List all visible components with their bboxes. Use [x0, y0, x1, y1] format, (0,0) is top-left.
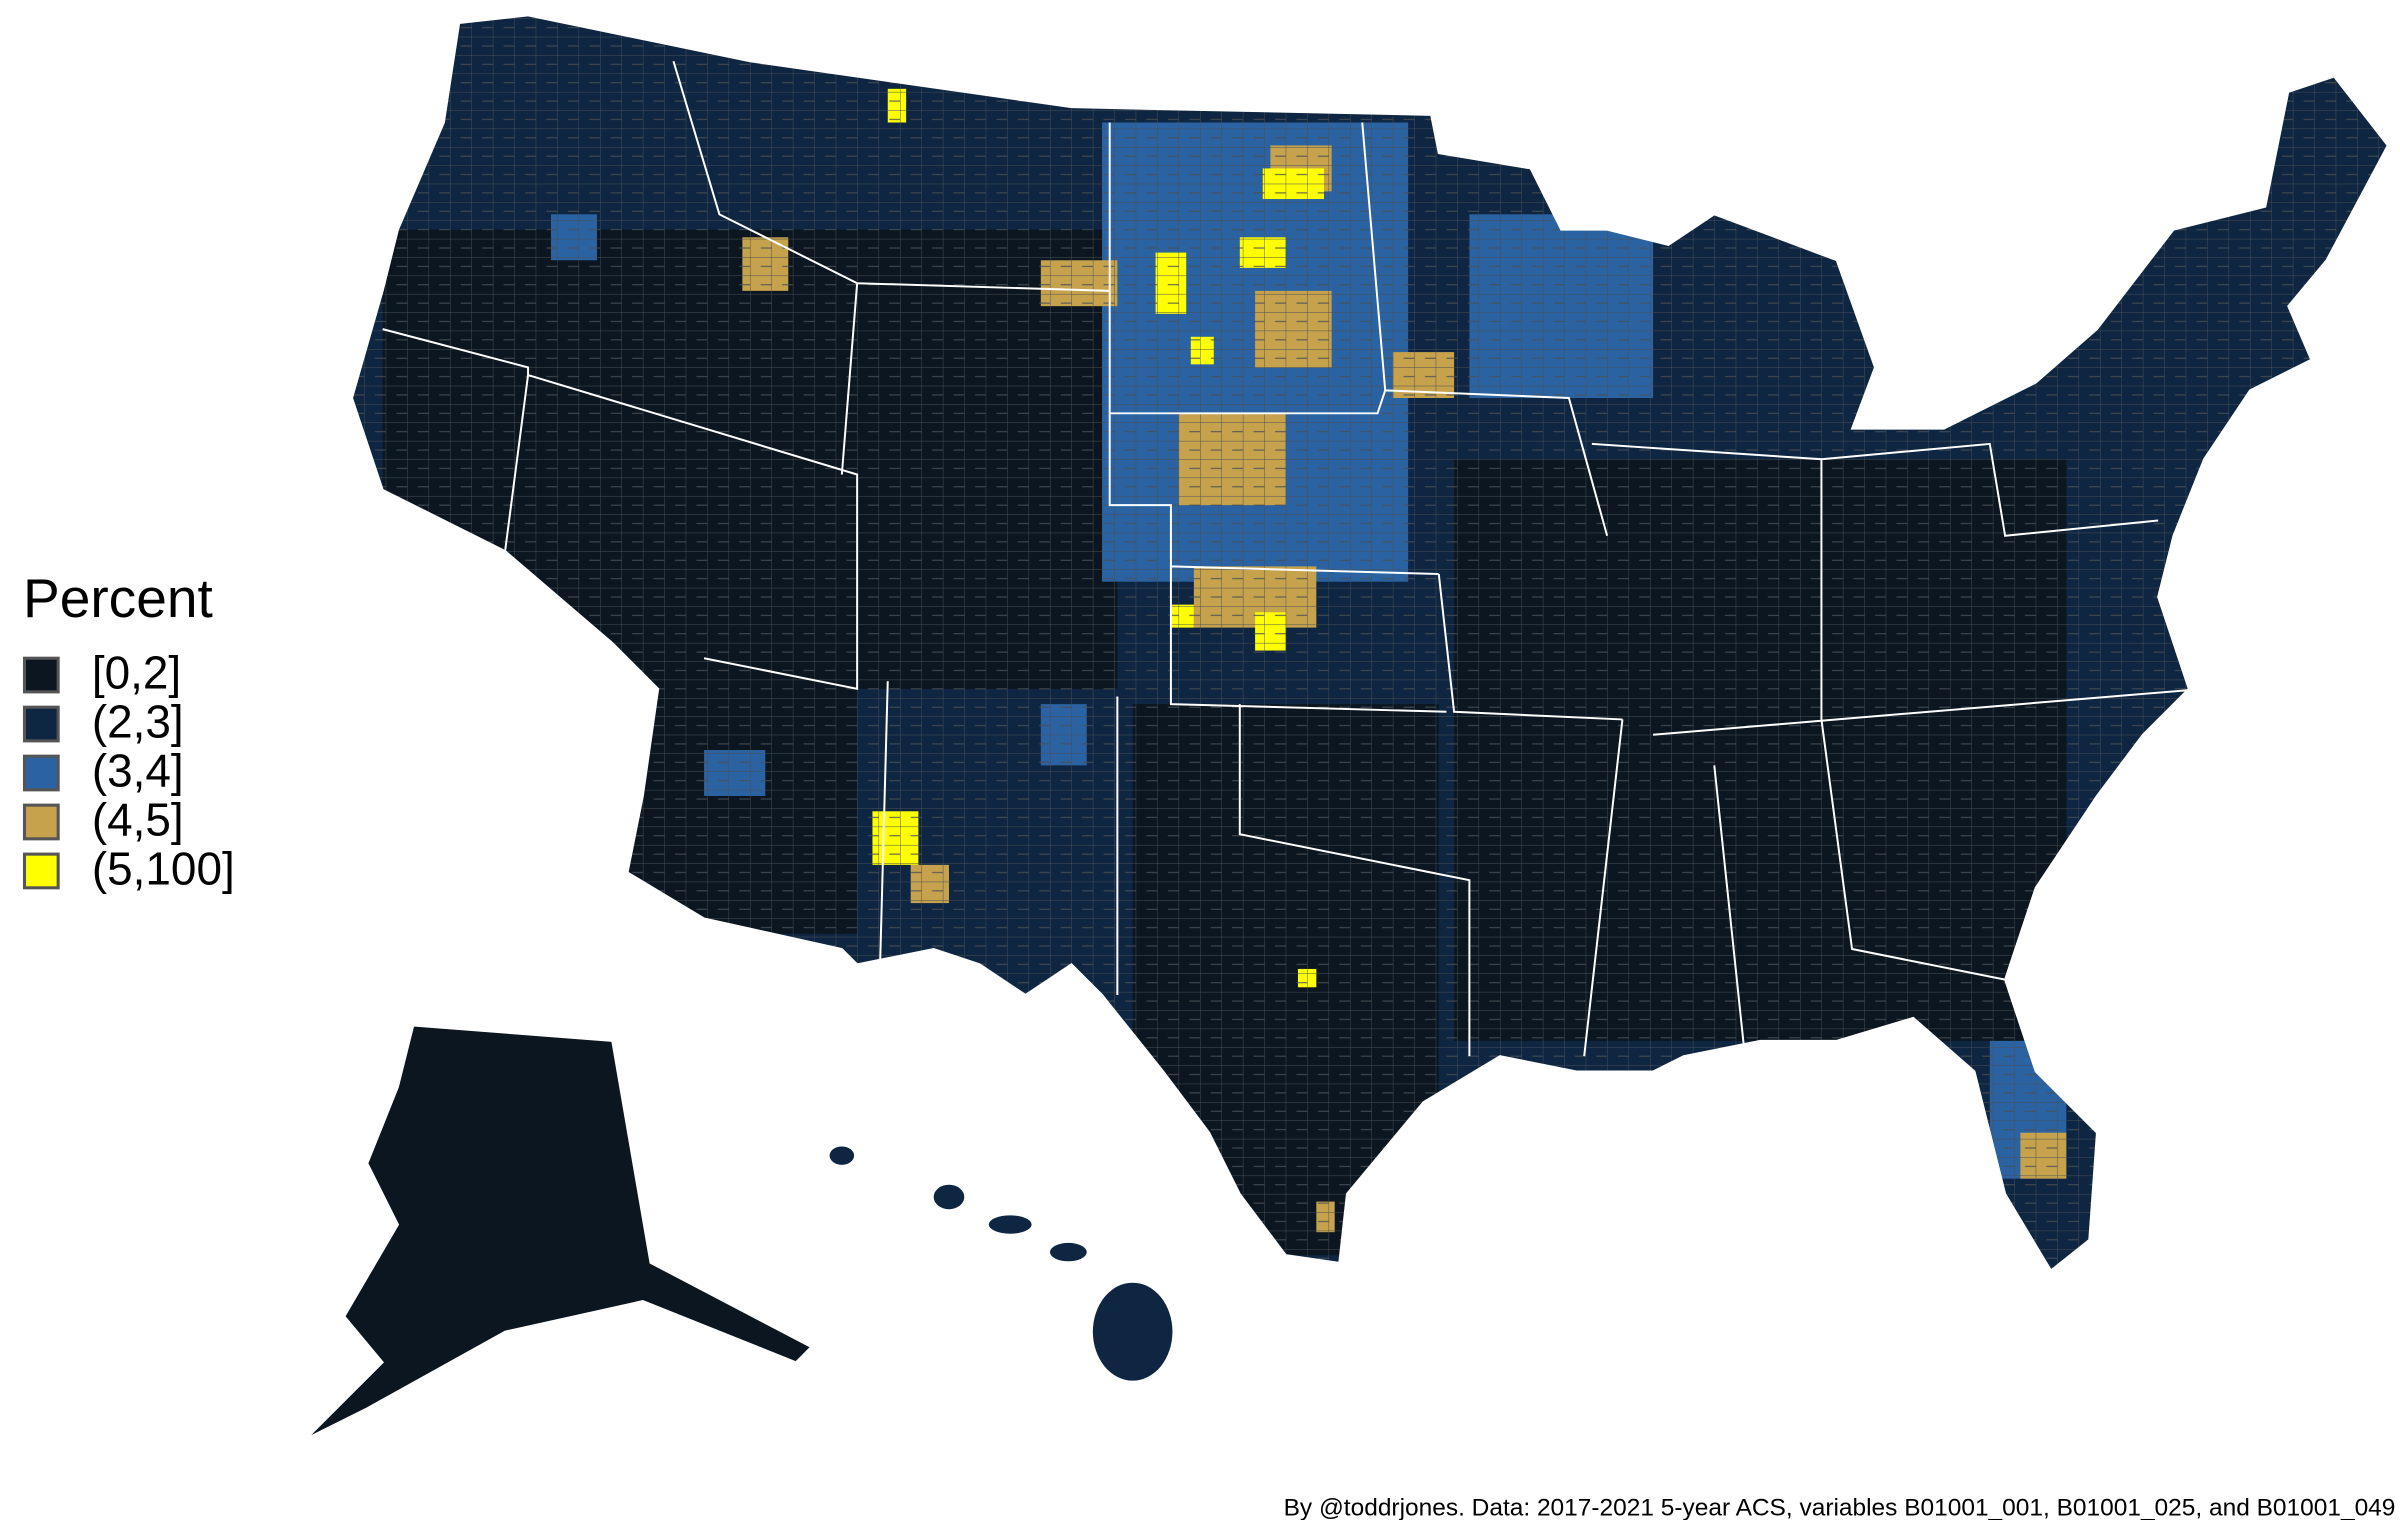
legend-items: [0,2](2,3](3,4](4,5](5,100]: [22, 647, 235, 895]
legend-swatch: [22, 705, 60, 743]
legend-label: (4,5]: [92, 794, 184, 846]
legend-label: [0,2]: [92, 647, 181, 699]
hawaii-island: [988, 1215, 1032, 1234]
hawaii-island: [933, 1184, 965, 1210]
hawaii-island: [1050, 1242, 1087, 1262]
legend-label: (3,4]: [92, 745, 184, 797]
legend-swatch: [22, 656, 60, 694]
legend-label: (2,3]: [92, 696, 184, 748]
hawaii-island: [1092, 1282, 1173, 1381]
state-borders: [351, 14, 2389, 1272]
legend: Percent [0,2](2,3](3,4](4,5](5,100]: [23, 567, 235, 895]
caption: By @toddrjones. Data: 2017-2021 5-year A…: [1284, 1494, 2396, 1520]
alaska: [305, 1024, 813, 1440]
legend-swatch: [22, 852, 60, 890]
map: [305, 14, 2389, 1440]
legend-swatch: [22, 803, 60, 841]
legend-title: Percent: [23, 567, 213, 629]
legend-swatch: [22, 754, 60, 792]
hawaii-island: [829, 1146, 855, 1165]
legend-label: (5,100]: [92, 843, 235, 895]
